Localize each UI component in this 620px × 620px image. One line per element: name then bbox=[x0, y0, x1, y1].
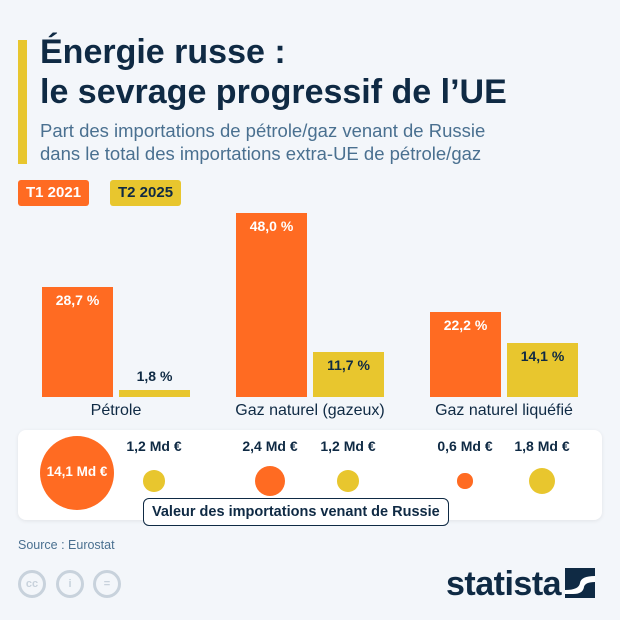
legend-t2-2025: T2 2025 bbox=[110, 180, 182, 206]
bubble bbox=[143, 470, 165, 492]
bar bbox=[119, 390, 190, 397]
bubble bbox=[457, 473, 473, 489]
bar-value-label: 1,8 % bbox=[136, 368, 173, 385]
by-icon: i bbox=[56, 570, 84, 598]
bar bbox=[507, 342, 578, 397]
category-label: Gaz naturel (gazeux) bbox=[235, 402, 385, 419]
legend-t1-2021: T1 2021 bbox=[18, 180, 90, 206]
accent-bar bbox=[18, 40, 27, 164]
subtitle: Part des importations de pétrole/gaz ven… bbox=[40, 119, 485, 165]
bar bbox=[236, 213, 307, 397]
bubble bbox=[40, 436, 114, 510]
bar-value-label: 22,2 % bbox=[443, 316, 488, 333]
cc-icon: cc bbox=[18, 570, 46, 598]
title-line-1: Énergie russe : bbox=[40, 33, 286, 71]
bubble-value-label: 1,2 Md € bbox=[320, 438, 376, 454]
nd-icon: = bbox=[93, 570, 121, 598]
bubble-title: Valeur des importations venant de Russie bbox=[143, 498, 449, 526]
bar-value-label: 11,7 % bbox=[327, 357, 370, 374]
bubble bbox=[254, 465, 286, 497]
bar-value-label: 14,1 % bbox=[520, 347, 565, 364]
category-label: Gaz naturel liquéfié bbox=[435, 402, 573, 419]
title-line-2: le sevrage progressif de l’UE bbox=[40, 73, 507, 111]
bubble-value-label: 1,2 Md € bbox=[126, 438, 182, 454]
bubble-value-label: 0,6 Md € bbox=[437, 438, 493, 454]
bubble-value-label: 1,8 Md € bbox=[514, 438, 570, 454]
statista-logo: statista bbox=[446, 565, 596, 604]
bubble-value-label: 14,1 Md € bbox=[46, 464, 108, 479]
bar-value-label: 28,7 % bbox=[55, 291, 100, 308]
subtitle-line-2: dans le total des importations extra-UE … bbox=[40, 143, 482, 164]
bubble bbox=[337, 470, 359, 492]
bar-value-label: 48,0 % bbox=[249, 218, 294, 234]
bar bbox=[430, 311, 501, 397]
page-title: Énergie russe : le sevrage progressif de… bbox=[40, 32, 507, 112]
bar bbox=[42, 286, 113, 397]
category-label: Pétrole bbox=[90, 402, 142, 419]
subtitle-line-1: Part des importations de pétrole/gaz ven… bbox=[40, 120, 486, 141]
source: Source : Eurostat bbox=[18, 538, 115, 552]
bubble bbox=[528, 467, 556, 495]
bubble-value-label: 2,4 Md € bbox=[242, 438, 298, 454]
bar bbox=[313, 352, 384, 397]
